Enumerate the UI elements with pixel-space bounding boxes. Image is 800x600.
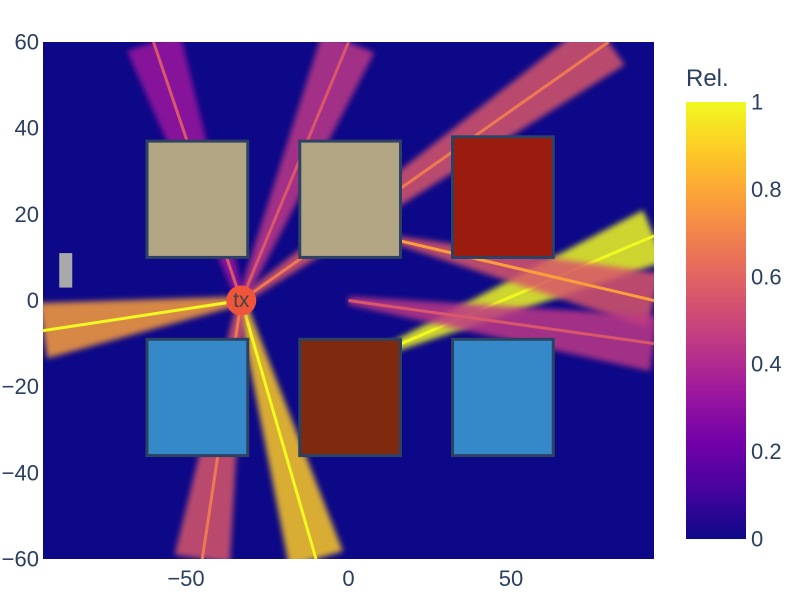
building-4 — [145, 337, 250, 458]
signal-beam-5 — [237, 299, 343, 559]
building-1 — [145, 139, 250, 259]
buildings — [145, 135, 555, 458]
signal-ray-4 — [43, 299, 242, 333]
signal-beam-9 — [347, 296, 654, 372]
colorbar-tick-labels: 1 0.8 0.6 0.4 0.2 0 — [751, 90, 782, 552]
y-tick-label: 40 — [15, 116, 39, 141]
x-tick-label: −50 — [167, 566, 204, 591]
building-5 — [298, 337, 402, 458]
y-tick-label: 0 — [27, 288, 39, 313]
transmitter-marker: tx — [226, 285, 257, 316]
y-tick-label: 60 — [15, 30, 39, 55]
colorbar-tick-label: 0.6 — [751, 264, 782, 289]
signal-ray-2 — [239, 42, 350, 302]
x-tick-label: 50 — [499, 566, 523, 591]
colorbar-gradient — [686, 102, 746, 539]
signal-ray-8 — [396, 238, 654, 302]
x-axis-tick-labels: −50 0 50 — [167, 566, 523, 591]
signal-beam-8 — [396, 236, 654, 328]
signal-ray-5 — [239, 300, 318, 559]
colorbar-tick-label: 0.4 — [751, 352, 782, 377]
colorbar-tick-label: 1 — [751, 90, 763, 115]
transmitter-label: tx — [233, 289, 250, 312]
colorbar-tick-label: 0.8 — [751, 177, 782, 202]
transmitter-dot — [226, 285, 257, 316]
y-tick-label: −20 — [2, 374, 39, 399]
building-3 — [451, 135, 555, 259]
colorbar-tick-label: 0.2 — [751, 439, 782, 464]
signal-ray-7 — [380, 234, 654, 354]
building-2 — [298, 139, 402, 259]
plot-area: tx — [43, 42, 654, 559]
colorbar-tick-label: 0 — [751, 527, 763, 552]
y-tick-label: −60 — [2, 547, 39, 572]
colorbar: Rel. 1 0.8 0.6 0.4 0.2 0 — [686, 65, 782, 552]
colorbar-title: Rel. — [686, 65, 729, 92]
signal-ray-9 — [348, 299, 654, 346]
building-6 — [451, 337, 555, 458]
y-tick-label: 20 — [15, 202, 39, 227]
obstacles — [59, 253, 73, 288]
y-tick-label: −40 — [2, 460, 39, 485]
obstacle-block — [59, 253, 73, 288]
y-axis-tick-labels: 60 40 20 0 −20 −40 −60 — [2, 30, 39, 572]
x-tick-label: 0 — [342, 566, 354, 591]
signal-beam-4 — [43, 296, 242, 359]
